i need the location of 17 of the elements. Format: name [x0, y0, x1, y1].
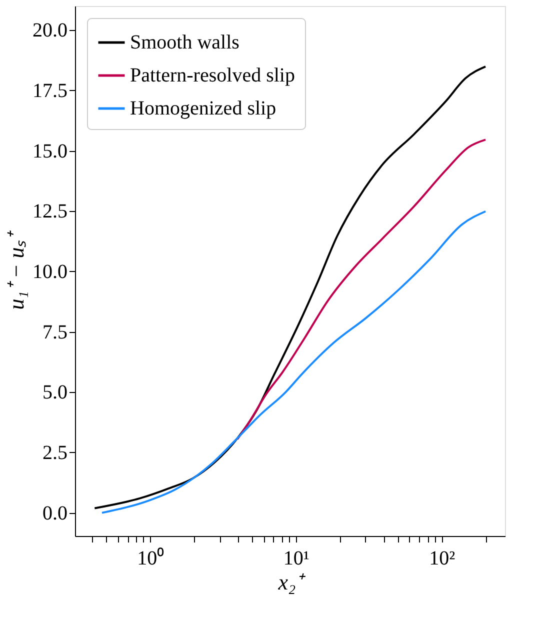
y-tick-label: 5.0 [42, 382, 68, 404]
legend-label: Pattern-resolved slip [130, 64, 295, 86]
x-tick-label: 10⁰ [137, 546, 164, 570]
y-axis-title: u₁⁺ − uₛ⁺ [4, 229, 28, 310]
y-tick-label: 20.0 [32, 20, 68, 42]
x-axis-title: x₂⁺ [277, 570, 307, 594]
y-tick-label: 17.5 [32, 80, 68, 102]
legend-label: Smooth walls [130, 32, 240, 54]
legend-label: Homogenized slip [130, 98, 276, 120]
y-tick-label: 15.0 [32, 140, 68, 162]
x-tick-label: 10² [429, 548, 456, 570]
y-tick-label: 2.5 [42, 442, 68, 464]
y-tick-label: 0.0 [42, 502, 68, 524]
x-tick-label: 10¹ [283, 548, 310, 570]
y-tick-label: 7.5 [42, 321, 68, 344]
y-tick-label: 10.0 [32, 260, 68, 283]
y-tick-label: 12.5 [32, 200, 68, 223]
